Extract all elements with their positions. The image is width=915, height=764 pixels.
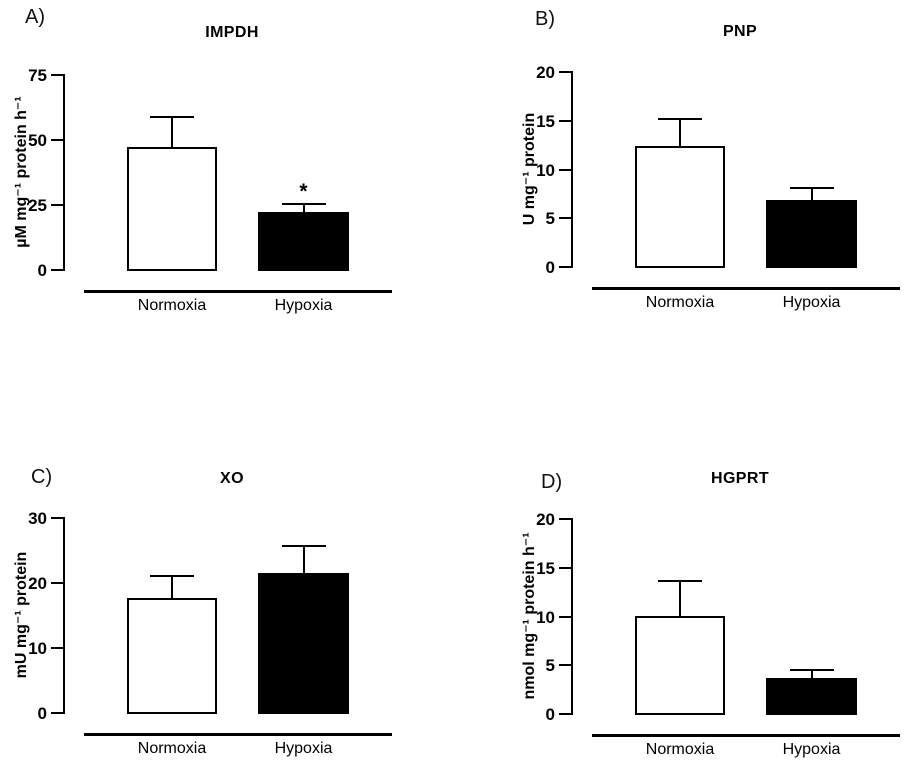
y-tick-mark [51, 269, 63, 271]
y-axis-line [571, 71, 573, 268]
y-tick-label: 5 [545, 209, 555, 229]
error-bar-cap [150, 115, 194, 118]
error-bar-stem [679, 118, 681, 147]
x-axis-baseline [592, 734, 900, 737]
y-tick-label: 10 [28, 639, 47, 658]
chart-title: HGPRT [711, 470, 769, 487]
x-axis-baseline [592, 287, 900, 290]
y-tick-label: 10 [536, 160, 555, 180]
bar-hypoxia-xo [258, 572, 349, 714]
error-bar-cap [789, 669, 834, 672]
y-tick-mark [559, 615, 571, 618]
x-axis-baseline [84, 290, 392, 293]
chart-title: XO [220, 470, 244, 487]
y-tick-label: 0 [545, 705, 555, 724]
y-tick-label: 10 [536, 607, 555, 627]
panel-letter-label: D) [541, 471, 563, 493]
x-category-label: Hypoxia [782, 741, 841, 758]
y-axis-label: µM mg⁻¹ protein h⁻¹ [13, 95, 30, 248]
y-tick-mark [559, 664, 571, 667]
bar-normoxia-xo [127, 597, 217, 714]
error-bar-stem [679, 581, 681, 617]
bar-hypoxia-hgprt [766, 677, 857, 715]
chart-panel-d: D) HGPRT nmol mg⁻¹ protein h⁻¹ 0 5 10 15 20 Norm… [508, 440, 915, 762]
panel-letter-label: A) [25, 6, 45, 28]
x-category-label: Normoxia [137, 740, 207, 757]
x-axis-baseline [84, 733, 392, 736]
y-tick-label: 50 [28, 131, 47, 150]
y-tick-label: 0 [545, 258, 555, 277]
y-tick-label: 15 [536, 558, 555, 578]
y-tick-label: 25 [28, 196, 47, 215]
y-tick-label: 20 [536, 63, 555, 82]
y-tick-mark [51, 204, 63, 206]
y-tick-mark [51, 647, 63, 649]
chart-panel-b: B) PNP U mg⁻¹ protein 0 5 10 15 20 Normoxia Hypox… [508, 0, 915, 322]
bar-hypoxia-impdh [258, 211, 349, 271]
y-tick-label: 0 [37, 261, 47, 280]
y-axis-line [571, 518, 573, 715]
bar-normoxia-pnp [635, 146, 725, 268]
bar-normoxia-hgprt [635, 616, 725, 715]
y-tick-label: 15 [536, 111, 555, 131]
x-category-label: Normoxia [137, 297, 207, 314]
y-axis-label: mU mg⁻¹ protein [13, 551, 30, 678]
x-category-label: Normoxia [645, 294, 715, 311]
y-tick-label: 75 [28, 66, 47, 85]
error-bar-stem [302, 204, 305, 212]
error-bar-stem [810, 670, 813, 678]
y-tick-mark [559, 266, 571, 268]
error-bar-stem [171, 576, 173, 598]
y-tick-mark [559, 566, 571, 569]
y-tick-mark [559, 217, 571, 220]
error-bar-cap [658, 117, 702, 120]
chart-panel-a: A) IMPDH µM mg⁻¹ protein h⁻¹ 0 25 50 75 Normoxi… [0, 0, 410, 322]
y-axis-line [63, 517, 65, 714]
y-tick-mark [559, 713, 571, 715]
y-tick-label: 20 [28, 574, 47, 593]
error-bar-cap [789, 187, 834, 189]
significance-asterisk: * [299, 180, 308, 203]
y-tick-mark [51, 517, 63, 519]
y-tick-label: 30 [28, 509, 47, 528]
y-tick-label: 0 [37, 704, 47, 723]
error-bar-stem [302, 545, 305, 573]
chart-title: PNP [722, 23, 758, 40]
chart-title: IMPDH [205, 24, 259, 41]
y-tick-mark [51, 139, 63, 141]
error-bar-cap [281, 203, 326, 205]
error-bar-cap [658, 580, 702, 583]
chart-panel-c: C) XO mU mg⁻¹ protein 0 10 20 30 Normoxia Hypoxi… [0, 440, 410, 762]
error-bar-cap [150, 575, 194, 578]
bar-normoxia-impdh [127, 146, 217, 271]
x-category-label: Hypoxia [782, 294, 841, 311]
y-tick-mark [559, 168, 571, 171]
y-tick-mark [51, 582, 63, 584]
y-tick-mark [559, 518, 571, 520]
x-category-label: Normoxia [645, 741, 715, 758]
y-tick-label: 5 [545, 656, 555, 676]
panel-letter-label: C) [31, 466, 53, 488]
panel-letter-label: B) [535, 8, 555, 30]
y-tick-label: 20 [536, 510, 555, 529]
x-category-label: Hypoxia [274, 297, 333, 314]
error-bar-stem [810, 188, 813, 200]
y-tick-mark [559, 71, 571, 73]
y-tick-mark [51, 712, 63, 714]
bar-hypoxia-pnp [766, 199, 857, 268]
error-bar-stem [171, 116, 173, 147]
y-tick-mark [51, 74, 63, 76]
y-tick-mark [559, 119, 571, 122]
y-axis-line [63, 74, 65, 271]
error-bar-cap [281, 544, 326, 547]
x-category-label: Hypoxia [274, 740, 333, 757]
